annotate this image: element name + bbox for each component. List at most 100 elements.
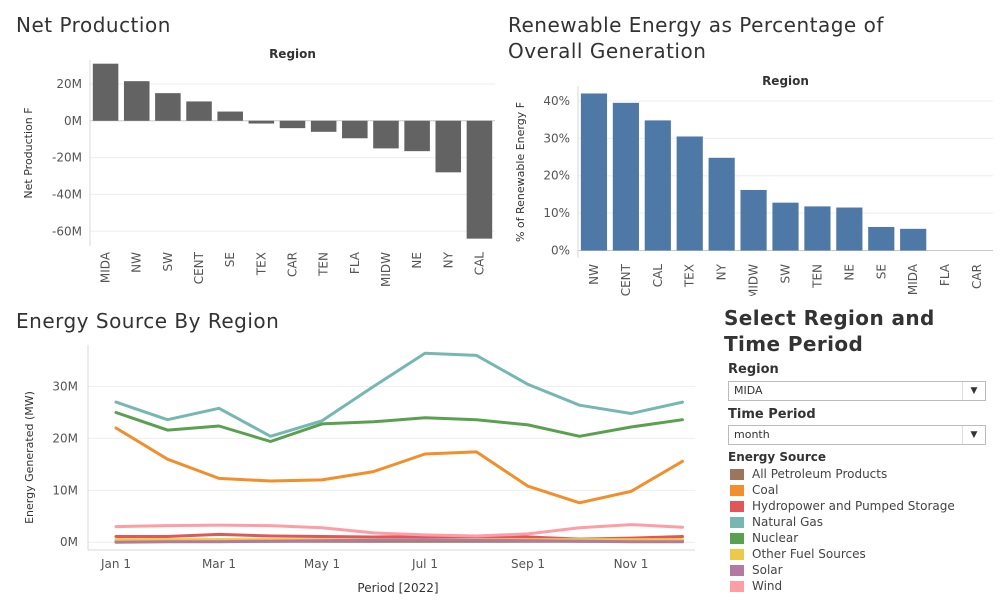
series-line-solar bbox=[114, 538, 684, 544]
renewable-title: Renewable Energy as Percentage of Overal… bbox=[508, 12, 884, 64]
net-production-chart[interactable]: Region Net Production F 20M 0M -20M -40M -60M M… bbox=[0, 40, 500, 290]
controls-title: Select Region and Time Period bbox=[724, 305, 994, 357]
legend-swatch bbox=[730, 516, 744, 528]
bar-midw bbox=[740, 189, 767, 251]
x-tick-label: TEX bbox=[254, 252, 268, 276]
x-tick-label: CAR bbox=[286, 252, 300, 277]
legend-swatch bbox=[730, 548, 744, 560]
x-tick-label: CAL bbox=[472, 252, 486, 276]
bar-se bbox=[217, 111, 243, 121]
x-tick-label: Mar 1 bbox=[202, 557, 236, 571]
x-tick-label: MIDA bbox=[99, 251, 113, 283]
x-tick-label: NE bbox=[842, 264, 856, 281]
region-select[interactable]: MIDA ▼ bbox=[728, 381, 986, 401]
bar-cent bbox=[186, 101, 212, 121]
energy-source-line-chart[interactable]: Energy Generated (MW) 0M 10M 20M 30M Jan 1 Mar… bbox=[0, 335, 700, 600]
bar-ny bbox=[708, 157, 735, 251]
x-tick-label: MIDA bbox=[906, 263, 920, 295]
x-tick-label: NY bbox=[441, 251, 455, 268]
x-tick-label: MIDW bbox=[747, 264, 761, 296]
legend-item[interactable]: Natural Gas bbox=[730, 514, 955, 530]
x-tick-label: NW bbox=[130, 252, 144, 273]
legend-label: Nuclear bbox=[752, 531, 799, 545]
y-tick-label: 10% bbox=[543, 206, 570, 220]
bar-nw bbox=[580, 93, 608, 251]
series-line-coal bbox=[114, 426, 684, 505]
bar-cent bbox=[612, 102, 639, 251]
bar-cal bbox=[466, 120, 493, 239]
energy-source-title: Energy Source By Region bbox=[16, 309, 280, 333]
legend-item[interactable]: Wind bbox=[730, 578, 955, 594]
bar-ny bbox=[435, 120, 462, 173]
x-tick-label: TEX bbox=[683, 264, 697, 288]
y-tick-label: 40% bbox=[543, 94, 570, 108]
x-tick-label: Nov 1 bbox=[614, 557, 649, 571]
bar-midw bbox=[373, 120, 399, 149]
x-axis-label: Period [2022] bbox=[357, 581, 438, 595]
legend-swatch bbox=[730, 532, 744, 544]
legend-item[interactable]: All Petroleum Products bbox=[730, 466, 955, 482]
bar-ten bbox=[804, 206, 831, 251]
legend-label: Solar bbox=[752, 563, 783, 577]
renewable-percentage-chart[interactable]: Region % of Renewable Energy F 0% 10% 20% 30%… bbox=[500, 66, 1000, 296]
chevron-down-icon[interactable]: ▼ bbox=[962, 426, 985, 444]
x-tick-label: SE bbox=[874, 264, 888, 279]
y-tick-label: 20M bbox=[52, 431, 78, 445]
y-tick-label: 0M bbox=[60, 535, 78, 549]
x-tick-label: FLA bbox=[348, 251, 362, 274]
legend-item[interactable]: Other Fuel Sources bbox=[730, 546, 955, 562]
renewable-title-line2: Overall Generation bbox=[508, 39, 707, 63]
time-period-select[interactable]: month ▼ bbox=[728, 425, 986, 445]
bar-car bbox=[279, 120, 306, 129]
x-tick-label: TEN bbox=[810, 264, 824, 289]
x-tick-label: FLA bbox=[938, 263, 952, 286]
region-select-value: MIDA bbox=[734, 384, 763, 397]
y-tick-label: 0M bbox=[64, 114, 82, 128]
x-tick-label: MIDW bbox=[379, 252, 393, 287]
legend-swatch bbox=[730, 468, 744, 480]
x-tick-label: CENT bbox=[192, 251, 206, 284]
controls-title-line2: Time Period bbox=[724, 332, 864, 356]
bar-tex bbox=[248, 120, 275, 124]
y-tick-label: 20% bbox=[543, 169, 570, 183]
chart-header: Region bbox=[762, 74, 809, 88]
x-tick-label: SE bbox=[223, 252, 237, 267]
bar-ten bbox=[310, 120, 337, 132]
bar-fla bbox=[342, 120, 368, 139]
x-tick-label: SW bbox=[779, 264, 793, 284]
legend-item[interactable]: Nuclear bbox=[730, 530, 955, 546]
y-tick-label: 20M bbox=[56, 77, 82, 91]
bar-sw bbox=[155, 93, 181, 121]
y-tick-label: 10M bbox=[52, 483, 78, 497]
series-line-wind bbox=[114, 523, 684, 538]
x-tick-label: May 1 bbox=[304, 557, 340, 571]
bar-mida bbox=[92, 63, 119, 121]
legend-item[interactable]: Solar bbox=[730, 562, 955, 578]
bar-cal bbox=[644, 120, 671, 251]
bar-ne bbox=[836, 207, 863, 251]
legend-title: Energy Source bbox=[728, 450, 826, 464]
legend-label: Other Fuel Sources bbox=[752, 547, 866, 561]
time-period-select-value: month bbox=[734, 428, 770, 441]
chevron-down-icon[interactable]: ▼ bbox=[962, 382, 985, 400]
legend-item[interactable]: Coal bbox=[730, 482, 955, 498]
legend-item[interactable]: Hydropower and Pumped Storage bbox=[730, 498, 955, 514]
legend-label: All Petroleum Products bbox=[752, 467, 888, 481]
bar-tex bbox=[676, 136, 703, 251]
x-tick-label: CAL bbox=[651, 264, 665, 288]
x-tick-label: CAR bbox=[970, 264, 984, 289]
y-tick-label: 30% bbox=[543, 131, 570, 145]
legend-swatch bbox=[730, 564, 744, 576]
time-period-label: Time Period bbox=[728, 407, 816, 422]
y-tick-label: 30M bbox=[52, 380, 78, 394]
legend-label: Wind bbox=[752, 579, 783, 593]
y-axis-label: Energy Generated (MW) bbox=[23, 391, 36, 524]
bar-nw bbox=[123, 81, 150, 121]
bar-ne bbox=[404, 120, 430, 152]
controls-title-line1: Select Region and bbox=[724, 306, 935, 330]
bar-se bbox=[868, 226, 895, 251]
energy-source-legend[interactable]: All Petroleum Products Coal Hydropower and… bbox=[730, 466, 955, 594]
y-axis-label: % of Renewable Energy F bbox=[514, 102, 527, 242]
y-tick-label: 0% bbox=[551, 244, 570, 258]
x-tick-label: NW bbox=[587, 264, 601, 285]
